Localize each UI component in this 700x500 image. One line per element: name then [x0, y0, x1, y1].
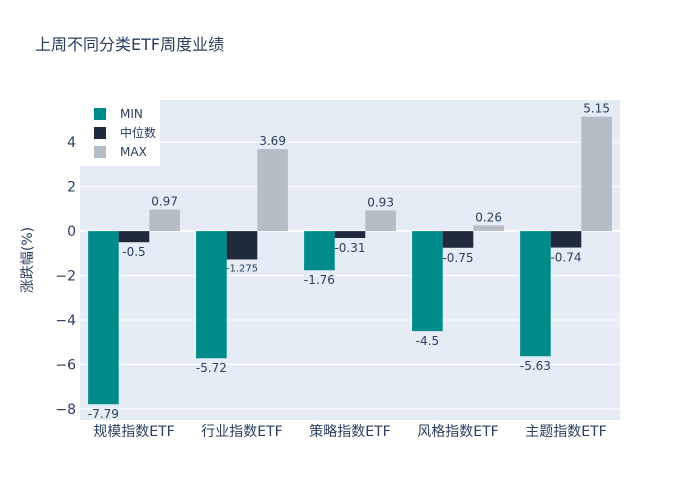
- y-tick-label: −6: [55, 357, 76, 373]
- bar: [118, 231, 150, 243]
- chart-title: 上周不同分类ETF周度业绩: [35, 35, 224, 54]
- x-tick-label: 行业指数ETF: [201, 424, 282, 440]
- data-labels-layer: -7.79 -0.5 0.97 -5.72 -1.275 3.69 -1.76 -0.31 0.…: [88, 102, 610, 422]
- y-tick-label: −2: [55, 269, 76, 285]
- data-label: 0.93: [367, 195, 394, 209]
- data-label: 0.97: [151, 195, 178, 209]
- bar: [473, 225, 504, 232]
- bar: [520, 231, 551, 357]
- data-label: -5.63: [520, 359, 551, 373]
- x-tick-label: 主题指数ETF: [525, 424, 606, 440]
- legend-label: MIN: [120, 107, 143, 121]
- data-label: -0.75: [442, 251, 473, 265]
- bar: [88, 231, 119, 405]
- bar: [257, 149, 288, 232]
- bar: [550, 231, 582, 248]
- legend-background: [80, 100, 160, 166]
- data-label: 5.15: [583, 102, 610, 116]
- bars-layer: [88, 116, 612, 405]
- x-tick-label: 策略指数ETF: [309, 423, 390, 440]
- data-label: -1.76: [304, 273, 335, 287]
- bar: [365, 210, 396, 232]
- bar: [196, 231, 227, 359]
- bar: [226, 231, 258, 260]
- legend-swatch: [94, 127, 106, 139]
- data-label: 0.26: [475, 210, 502, 224]
- data-label: -5.72: [196, 361, 227, 375]
- y-tick-label: 0: [67, 224, 76, 240]
- data-label: -0.31: [334, 241, 365, 255]
- y-tick-label: 4: [67, 135, 76, 151]
- bar: [304, 231, 335, 271]
- data-label: -0.5: [122, 245, 145, 259]
- axis-layer: −8 −6 −4 −2 0 2 4 规模指数ETF 行业指数ETF 策略指数ETF 风格指数ETF 主…: [55, 135, 606, 440]
- x-tick-label: 风格指数ETF: [417, 424, 498, 440]
- bar: [149, 209, 180, 232]
- x-tick-label: 规模指数ETF: [93, 424, 174, 440]
- data-label: -0.74: [550, 251, 581, 265]
- data-label: -4.5: [416, 334, 439, 348]
- bar: [581, 116, 612, 232]
- legend: MIN 中位数 MAX: [80, 100, 160, 166]
- legend-swatch: [94, 146, 106, 158]
- data-label: -7.79: [88, 407, 119, 421]
- y-tick-label: −4: [55, 313, 76, 329]
- bar: [412, 231, 443, 332]
- y-tick-label: 2: [67, 180, 76, 196]
- y-tick-label: −8: [55, 402, 76, 418]
- legend-swatch: [94, 108, 106, 120]
- grid-layer: [80, 141, 620, 410]
- data-label: 3.69: [259, 134, 286, 148]
- y-axis-title: 涨跌幅(%): [20, 227, 36, 293]
- legend-label: MAX: [120, 145, 147, 159]
- bar: [442, 231, 474, 248]
- data-label: -1.275: [226, 263, 258, 274]
- legend-label: 中位数: [120, 125, 156, 140]
- bar: [334, 231, 366, 238]
